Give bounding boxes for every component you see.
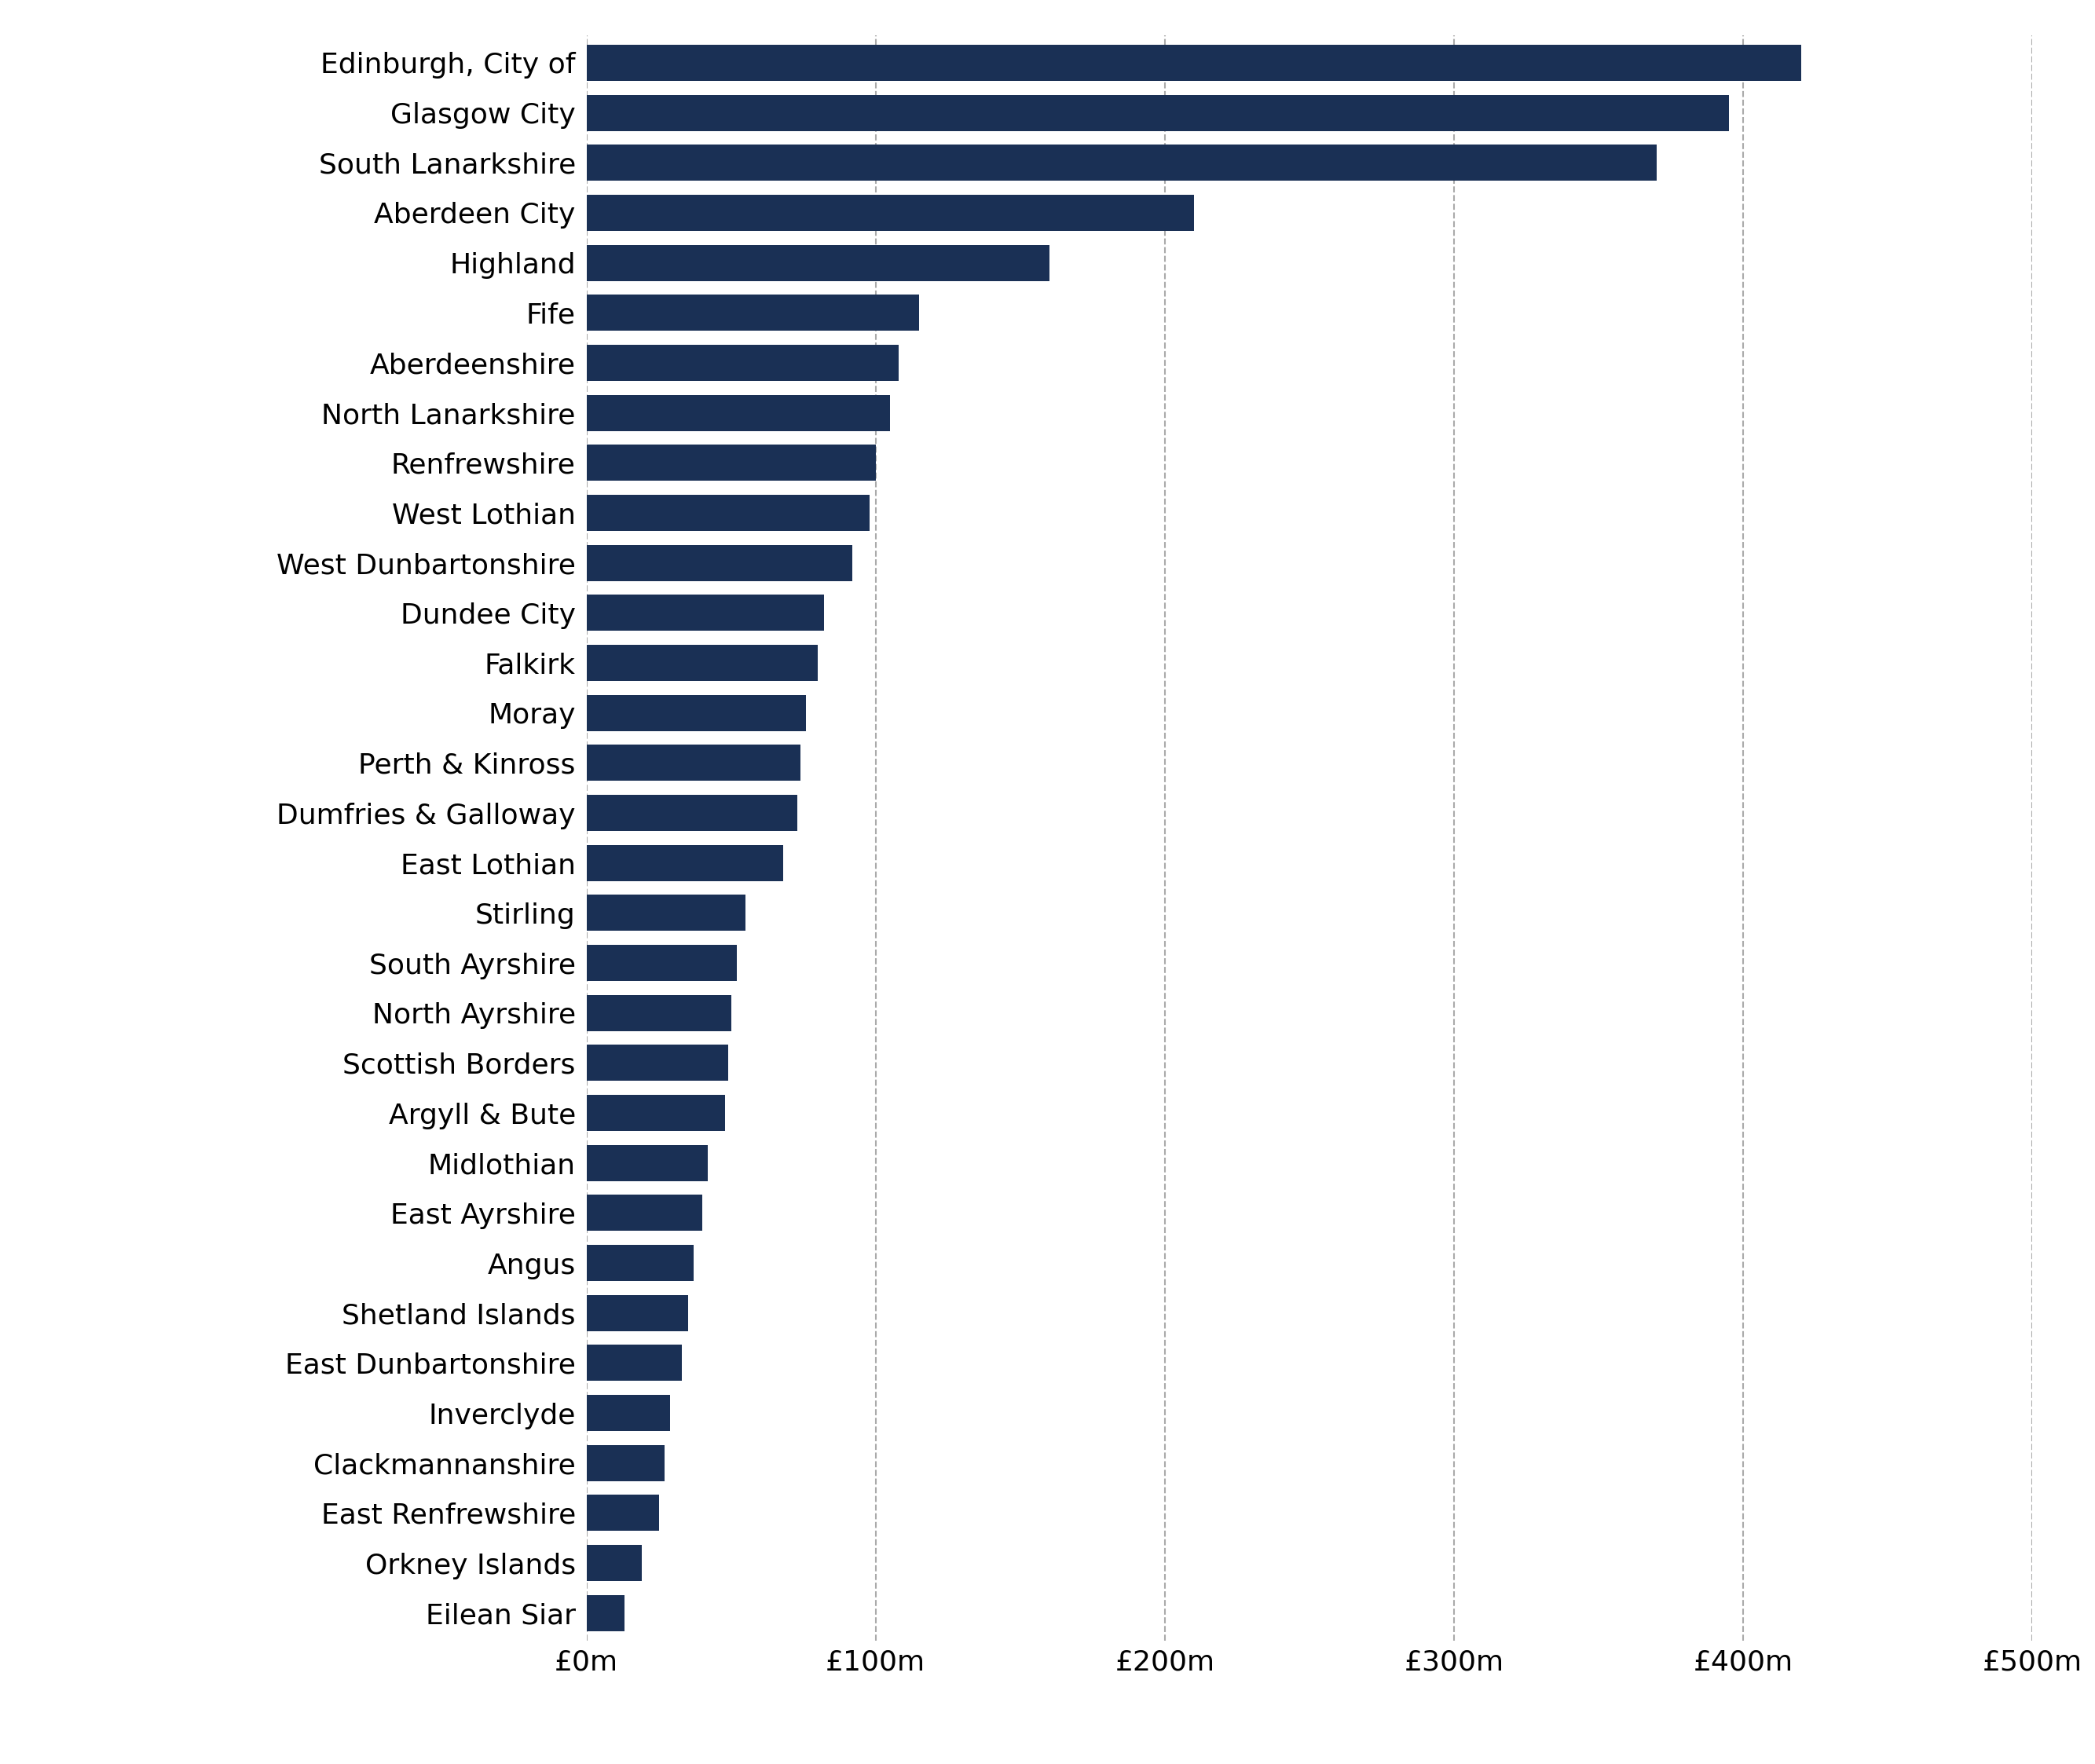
Bar [587, 894, 746, 931]
Bar [587, 1445, 664, 1482]
Bar [587, 946, 737, 981]
Bar [587, 695, 807, 730]
Bar [587, 1245, 693, 1281]
Bar [587, 845, 784, 880]
Bar [587, 995, 731, 1030]
Bar [587, 1344, 683, 1381]
Bar [587, 245, 1050, 280]
Bar [587, 496, 869, 531]
Bar [587, 796, 798, 831]
Bar [587, 1145, 708, 1180]
Bar [587, 545, 853, 580]
Bar [587, 1545, 641, 1581]
Bar [587, 1044, 729, 1081]
Bar [587, 1295, 687, 1332]
Bar [587, 646, 817, 681]
Bar [587, 344, 899, 381]
Bar [587, 44, 1802, 81]
Bar [587, 1395, 670, 1431]
Bar [587, 295, 920, 332]
Bar [587, 1194, 702, 1231]
Bar [587, 1496, 660, 1531]
Bar [587, 395, 890, 430]
Bar [587, 194, 1194, 231]
Bar [587, 1095, 725, 1131]
Bar [587, 145, 1657, 180]
Bar [587, 445, 876, 482]
Bar [587, 95, 1728, 131]
Bar [587, 594, 823, 632]
Bar [587, 1595, 624, 1632]
Bar [587, 744, 800, 781]
